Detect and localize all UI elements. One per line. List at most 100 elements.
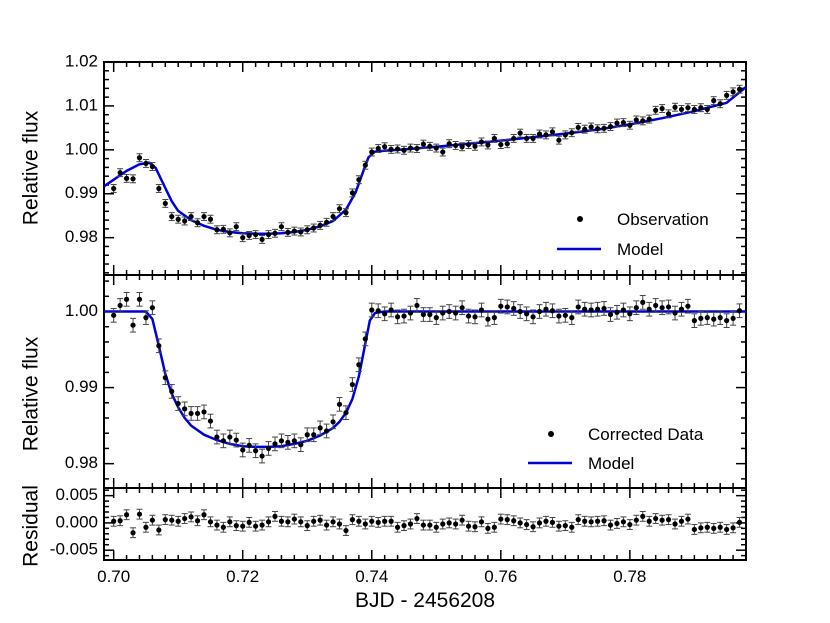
top-data-point	[330, 213, 336, 220]
top-data-point	[394, 146, 401, 152]
top-data-point	[594, 126, 601, 132]
axes-ticks: 0.98 0.99 1.00 1.01 1.02 0.98 0.99 1.00 -0.005 0.…	[50, 51, 747, 586]
bottom-data-point	[175, 518, 181, 524]
bottom-data-point	[188, 514, 194, 520]
middle-data-point	[407, 310, 414, 316]
top-data-point	[407, 145, 414, 151]
middle-data-point	[504, 304, 510, 310]
top-data-point	[569, 130, 575, 136]
middle-data-point	[491, 315, 497, 321]
top-data-point	[253, 231, 259, 238]
bottom-data-point	[304, 523, 310, 529]
top-data-point	[614, 120, 620, 126]
top-data-point	[188, 213, 194, 220]
bottom-ytick-label: -0.005	[50, 540, 98, 559]
bottom-data-point	[717, 524, 723, 530]
top-data-point	[356, 177, 362, 183]
top-data-point	[278, 224, 285, 230]
bottom-data-point	[633, 517, 639, 523]
middle-data-point	[278, 438, 285, 444]
middle-ytick-label: 0.99	[65, 377, 98, 396]
top-data-point	[343, 210, 349, 216]
middle-data-point	[730, 315, 736, 321]
bottom-data-point	[459, 517, 465, 523]
bottom-data-point	[536, 520, 543, 526]
middle-data-point	[343, 410, 349, 416]
top-data-point	[382, 144, 388, 150]
top-data-point	[478, 139, 485, 145]
middle-data-point	[123, 296, 130, 302]
middle-data-point	[298, 442, 304, 448]
middle-data-point	[388, 307, 394, 313]
top-data-point	[304, 227, 310, 233]
bottom-data-point	[569, 524, 575, 530]
top-ytick-label: 1.00	[65, 139, 98, 158]
middle-data-point	[685, 303, 691, 309]
middle-data-point	[724, 318, 730, 324]
bottom-data-point	[491, 524, 497, 530]
xtick-label: 0.78	[613, 567, 646, 586]
top-ylabel: Relative flux	[20, 110, 43, 225]
middle-data-point	[440, 310, 446, 316]
middle-data-point	[601, 305, 607, 312]
top-ytick-label: 1.02	[65, 51, 98, 70]
legend-observation-label: Observation	[617, 210, 709, 229]
bottom-data-point	[272, 513, 278, 519]
top-data-point	[265, 231, 272, 238]
top-data-point	[472, 143, 478, 149]
top-data-point	[233, 224, 239, 230]
bottom-data-point	[336, 521, 343, 527]
top-data-point	[298, 229, 304, 235]
middle-data-point	[717, 315, 723, 321]
middle-data-point	[511, 305, 517, 312]
top-data-point	[169, 213, 175, 220]
middle-legend: Corrected Data Model	[528, 425, 704, 473]
middle-data-point	[530, 314, 536, 320]
bottom-data-point	[427, 522, 433, 528]
middle-data-point	[704, 315, 710, 321]
top-data-point	[317, 222, 323, 228]
bottom-data-point	[620, 519, 627, 525]
top-data-point	[485, 142, 491, 148]
bottom-data-point	[601, 518, 607, 524]
middle-data-point	[646, 306, 652, 312]
top-data-point	[182, 218, 188, 224]
top-data-point	[369, 149, 375, 155]
middle-data-point	[543, 306, 549, 312]
bottom-data-point	[246, 519, 252, 525]
middle-data-point	[259, 453, 265, 459]
bottom-data-point	[401, 523, 407, 529]
top-data-point	[582, 126, 588, 132]
top-data-point	[130, 176, 136, 182]
middle-data-point	[614, 309, 620, 315]
middle-data-point	[265, 445, 272, 452]
bottom-data-point	[349, 517, 356, 523]
bottom-data-point	[678, 518, 685, 524]
top-data-point	[427, 143, 433, 149]
bottom-data-point	[433, 524, 439, 530]
middle-data-point	[569, 315, 575, 321]
top-legend: Observation Model	[557, 210, 709, 259]
top-data-point	[453, 142, 459, 149]
top-data-point	[678, 106, 685, 113]
middle-data-point	[672, 310, 678, 316]
bottom-data-point	[123, 512, 130, 518]
middle-data-point	[272, 441, 278, 447]
bottom-data-point	[298, 519, 304, 525]
bottom-data-point	[575, 517, 581, 523]
top-data-point	[711, 98, 717, 104]
bottom-data-point	[446, 520, 452, 526]
bottom-data-point	[640, 513, 646, 519]
top-data-point	[143, 160, 149, 167]
top-data-point	[214, 227, 220, 233]
bottom-data-point	[562, 523, 568, 529]
top-data-point	[123, 175, 130, 181]
middle-data-point	[665, 304, 672, 310]
bottom-data-point	[420, 522, 426, 528]
top-data-point	[207, 216, 214, 222]
top-data-point	[240, 235, 246, 241]
middle-data-point	[214, 434, 220, 440]
middle-data-point	[182, 406, 188, 412]
bottom-data-point	[478, 519, 485, 525]
top-data-point	[620, 120, 627, 126]
